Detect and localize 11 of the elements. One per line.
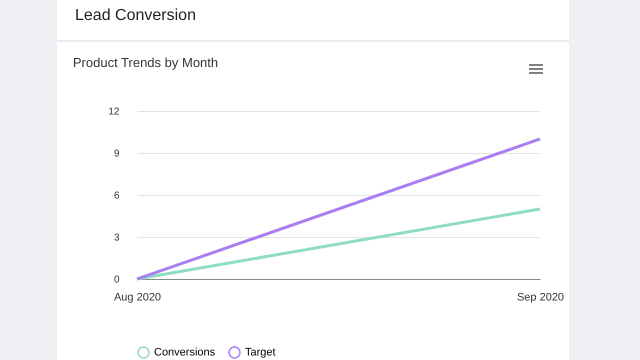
chart-subtitle: Product Trends by Month	[72, 55, 218, 70]
y-tick-label: 0	[114, 274, 120, 286]
legend-label: Target	[245, 346, 276, 359]
x-tick-label: Sep 2020	[516, 292, 564, 304]
y-tick-label: 12	[108, 106, 120, 118]
y-tick-label: 9	[114, 148, 120, 160]
chart-title: Lead Conversion	[75, 7, 196, 25]
y-tick-label: 6	[114, 190, 120, 202]
y-tick-label: 3	[114, 232, 120, 244]
legend-label: Conversions	[154, 346, 216, 359]
x-tick-label: Aug 2020	[114, 292, 162, 304]
